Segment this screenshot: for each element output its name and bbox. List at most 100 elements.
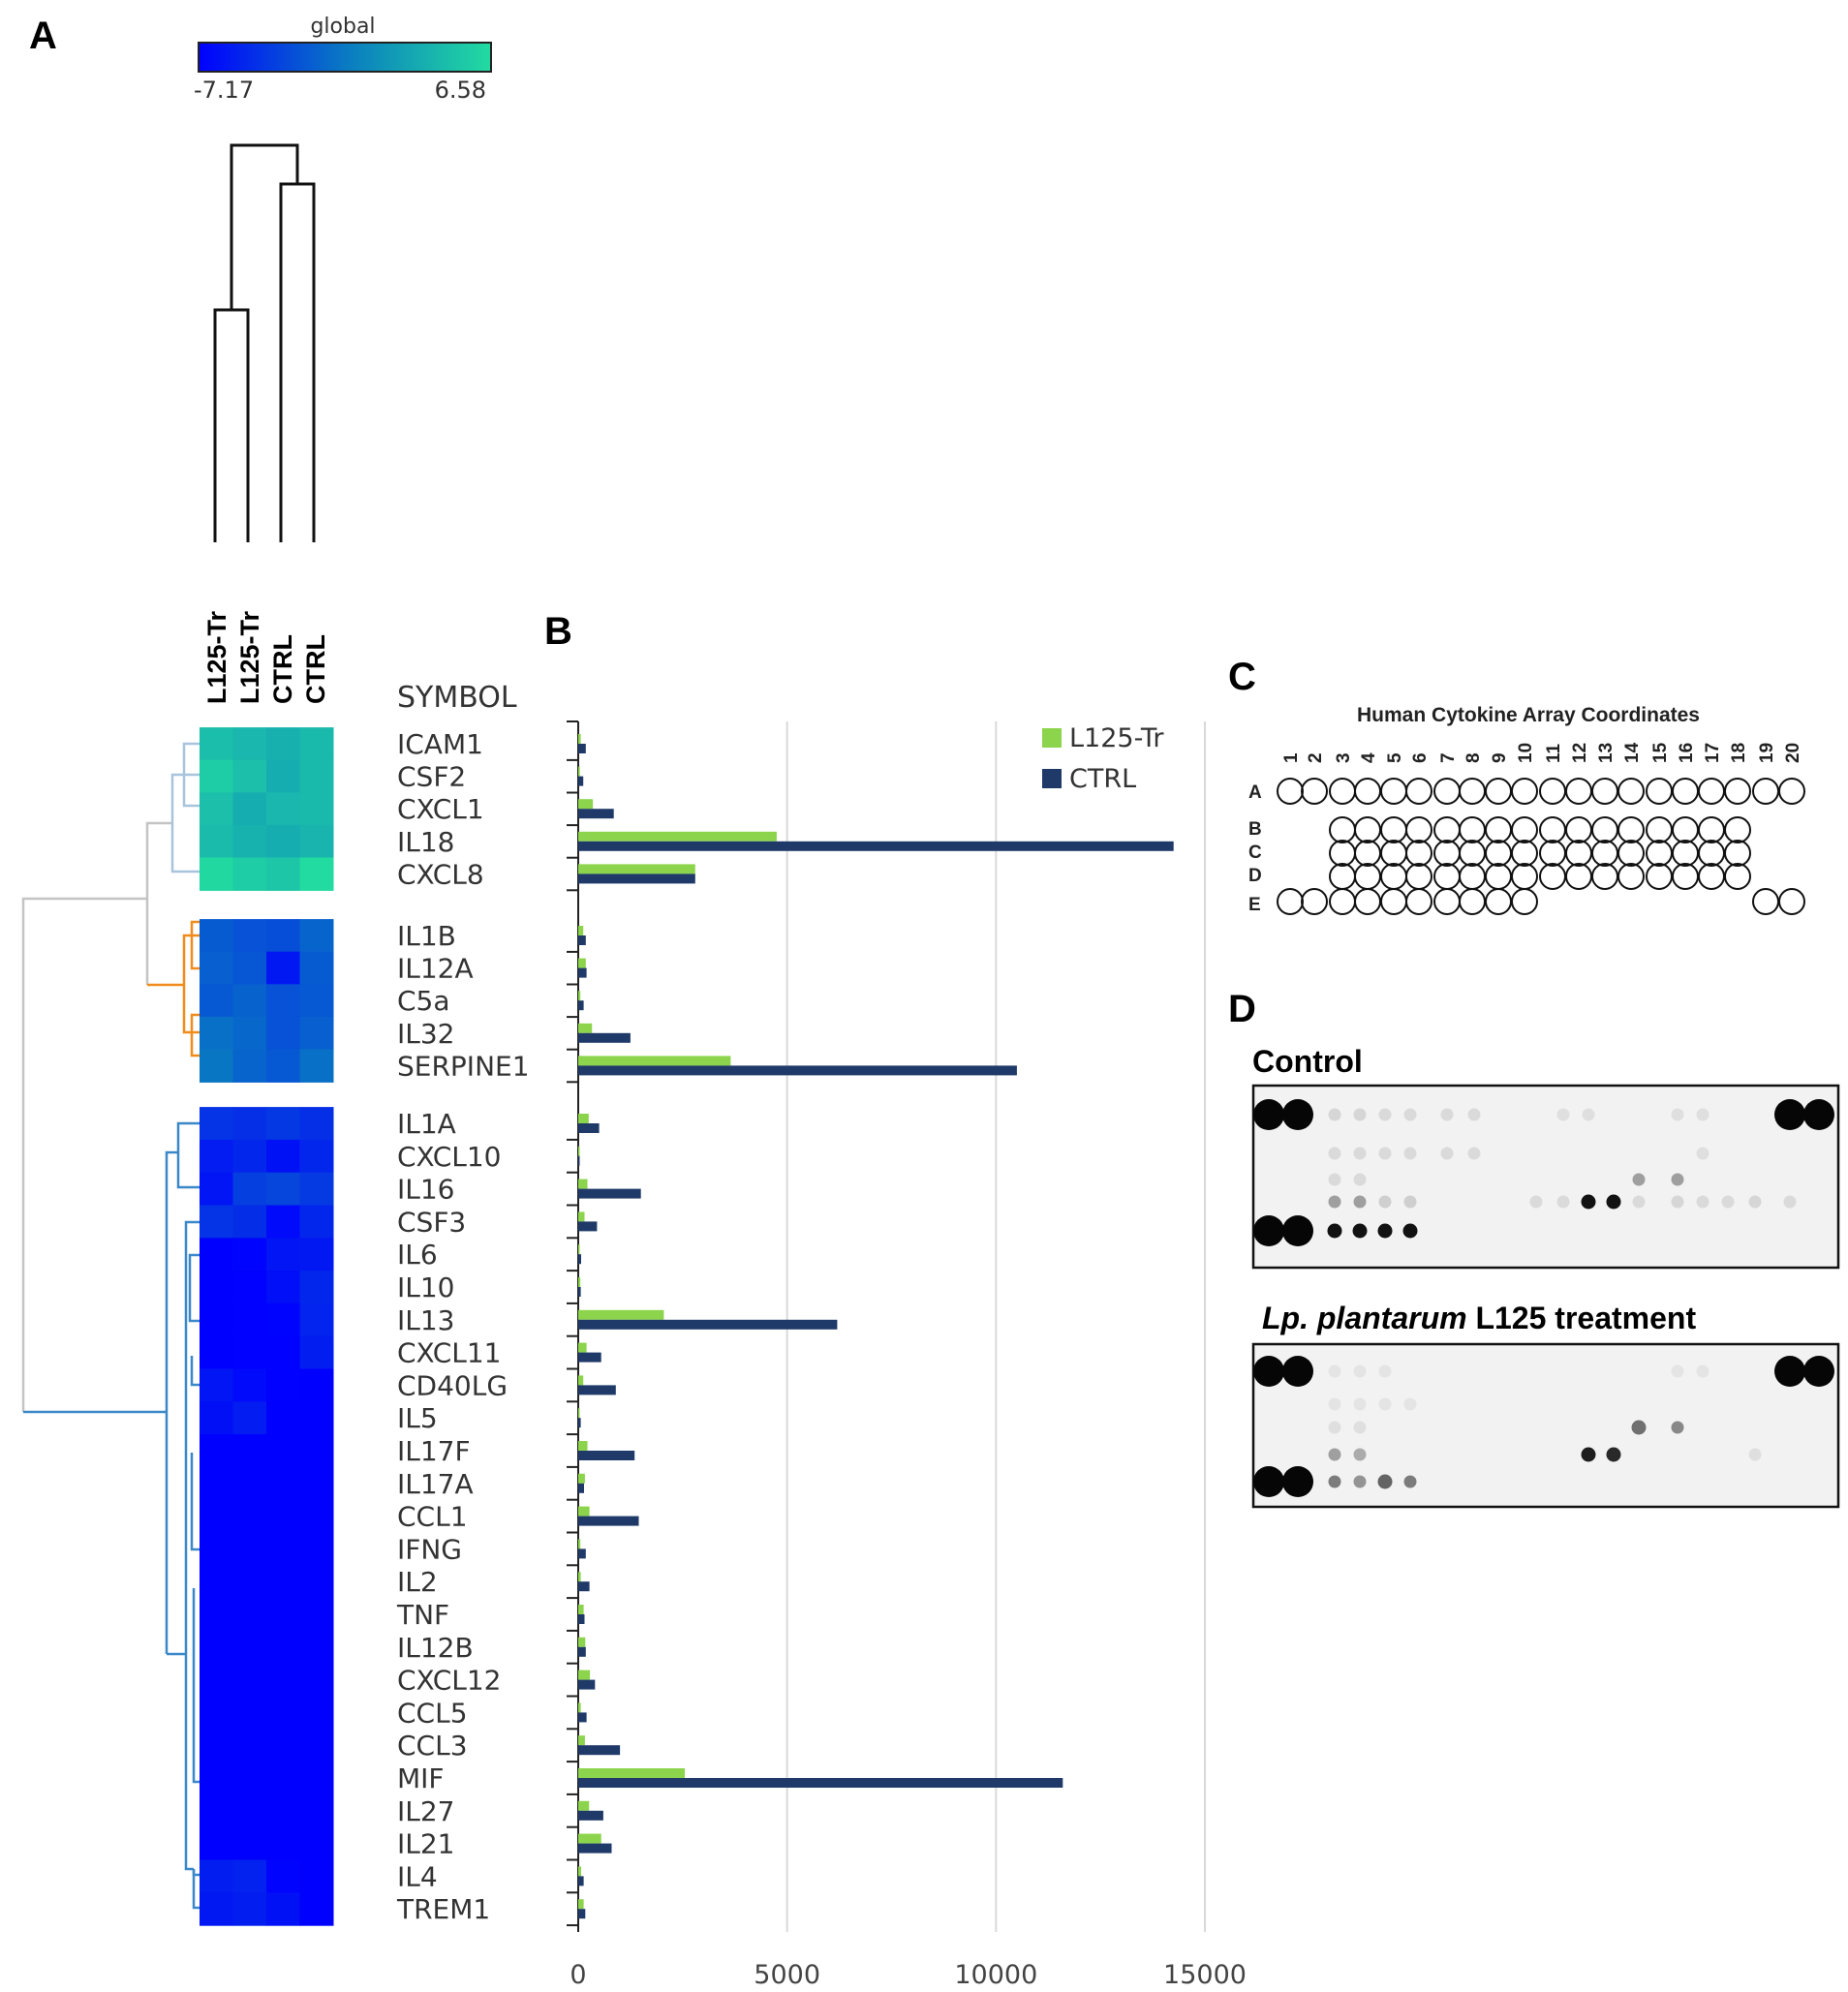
blot-spot [1671, 1195, 1684, 1209]
heatmap-cell [266, 919, 300, 953]
bar-l125 [578, 1735, 585, 1746]
array-spot [1752, 888, 1779, 915]
scale-title: global [310, 15, 375, 39]
gene-label: IL12B [397, 1632, 474, 1664]
bar-l125 [578, 1056, 731, 1066]
blot-spot [1328, 1421, 1341, 1434]
bar-l125 [578, 1244, 580, 1255]
heatmap-cell [232, 1762, 267, 1795]
gene-label: IL17A [397, 1468, 474, 1500]
blot-spot [1328, 1195, 1341, 1209]
heatmap-cell [232, 1434, 267, 1468]
gene-label: IL18 [397, 826, 455, 858]
blot-spot [1671, 1108, 1684, 1121]
array-spot [1511, 778, 1538, 805]
bar-l125 [578, 1342, 587, 1353]
array-spot [1301, 778, 1328, 805]
blot-spot [1721, 1195, 1735, 1209]
symbol-header: SYMBOL [397, 681, 517, 715]
array-spot [1724, 816, 1751, 843]
gene-label: IFNG [397, 1533, 462, 1565]
blot-spot [1403, 1195, 1417, 1209]
blot-spot [1632, 1195, 1646, 1209]
blot-spot [1696, 1108, 1709, 1121]
column-label-1: L125-Tr [202, 610, 231, 704]
blot-spot [1696, 1147, 1709, 1160]
array-spot [1329, 863, 1356, 890]
array-spot [1329, 778, 1356, 805]
array-spot [1329, 888, 1356, 915]
column-label-4: CTRL [301, 634, 330, 704]
heatmap-cell [299, 1172, 334, 1207]
heatmap-cell [200, 1696, 233, 1730]
bar-l125 [578, 1146, 580, 1156]
array-column-label: 6 [1410, 752, 1431, 763]
panel-label-b: B [544, 610, 572, 653]
bar-ctrl [578, 1712, 587, 1723]
array-spot [1459, 840, 1486, 867]
array-row-label: B [1248, 819, 1262, 840]
array-spot [1617, 816, 1645, 843]
heatmap-cell [266, 1565, 300, 1599]
bar-l125 [578, 1023, 593, 1033]
array-spot [1511, 840, 1538, 867]
heatmap-cell [232, 1172, 267, 1207]
heatmap-cell [200, 1499, 233, 1534]
array-spot [1539, 778, 1566, 805]
heatmap-cell [266, 1859, 300, 1893]
array-spot [1778, 888, 1805, 915]
array-spot [1724, 840, 1751, 867]
array-spot [1459, 816, 1486, 843]
bar-l125 [578, 1441, 588, 1451]
gene-label: CXCL1 [397, 793, 484, 825]
array-spot [1565, 863, 1592, 890]
heatmap-cell [266, 1762, 300, 1795]
heatmap-cell [232, 919, 267, 953]
heatmap-cell [299, 1238, 334, 1272]
array-column-label: 9 [1490, 752, 1510, 763]
heatmap-cell [232, 824, 267, 859]
heatmap-cell [299, 792, 334, 826]
gene-label: IL12A [397, 953, 474, 985]
blot-spot [1606, 1194, 1621, 1210]
bar-ctrl [578, 776, 584, 786]
gene-label: C5a [397, 985, 450, 1017]
heatmap-cell [266, 727, 300, 761]
heatmap-cell [299, 1826, 334, 1861]
heatmap-cell [200, 1466, 233, 1501]
heatmap-cell [266, 824, 300, 859]
bar-l125 [578, 1539, 581, 1549]
bar-ctrl [578, 809, 614, 819]
heatmap-cell [232, 1335, 267, 1370]
array-column-label: 13 [1596, 743, 1617, 763]
array-spot [1511, 816, 1538, 843]
blot-spot [1378, 1364, 1392, 1378]
heatmap-cell [200, 1663, 233, 1698]
bar-ctrl [578, 873, 695, 884]
heatmap-cell [232, 1466, 267, 1501]
bar-l125 [578, 1506, 590, 1517]
array-spot [1485, 863, 1512, 890]
bar-l125 [578, 991, 581, 1001]
gene-label: MIF [397, 1762, 445, 1794]
heatmap-cell [266, 1630, 300, 1665]
blot-spot [1353, 1421, 1367, 1434]
heatmap-cell [200, 1302, 233, 1337]
heatmap-cell [200, 792, 233, 826]
gene-label: IL2 [397, 1566, 438, 1598]
array-spot [1617, 840, 1645, 867]
array-spot [1380, 816, 1407, 843]
gene-label: IL32 [397, 1018, 455, 1050]
bar-l125 [578, 1800, 590, 1811]
heatmap-cell [200, 1598, 233, 1632]
array-spot [1646, 863, 1673, 890]
heatmap-cell [299, 1598, 334, 1632]
heatmap-cell [200, 919, 233, 953]
bar-l125 [578, 1277, 581, 1287]
bar-ctrl [578, 1909, 586, 1919]
bar-l125 [578, 1866, 581, 1877]
panel-label-c: C [1228, 656, 1256, 698]
bar-ctrl [578, 1385, 616, 1395]
heatmap-cell [200, 1826, 233, 1861]
